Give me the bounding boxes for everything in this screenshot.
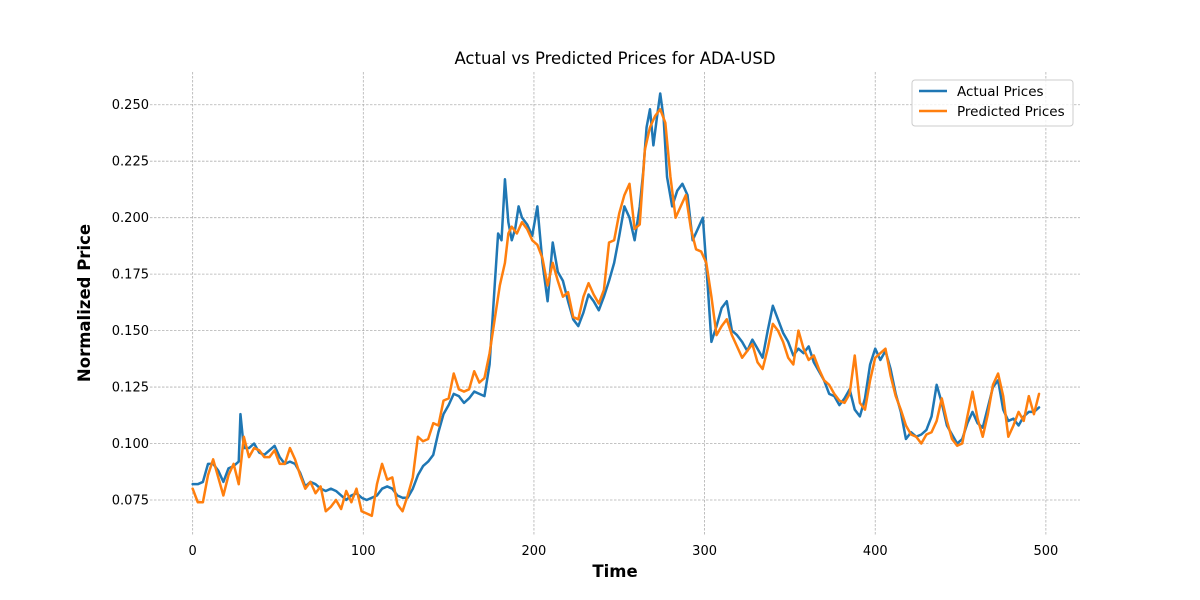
grid (150, 72, 1080, 535)
x-tick-label: 100 (351, 544, 376, 559)
y-tick-label: 0.225 (112, 155, 149, 170)
x-axis-ticks: 0 100 200 300 400 500 (189, 544, 1059, 559)
legend-box (911, 79, 1074, 127)
x-axis-label: Time (592, 562, 637, 581)
legend: Actual Prices Predicted Prices (911, 79, 1074, 127)
y-axis-ticks: 0.075 0.100 0.125 0.150 0.175 0.200 0.225 0.250 (112, 98, 149, 508)
y-tick-label: 0.150 (112, 324, 149, 339)
y-tick-label: 0.175 (112, 268, 149, 283)
x-tick-label: 0 (189, 544, 197, 559)
x-tick-label: 200 (522, 544, 547, 559)
y-tick-label: 0.125 (112, 381, 149, 396)
legend-entry-actual: Actual Prices (957, 84, 1044, 100)
x-tick-label: 400 (863, 544, 888, 559)
series-line-actual (191, 92, 1041, 502)
y-tick-label: 0.250 (112, 98, 149, 113)
legend-entry-predicted: Predicted Prices (957, 104, 1065, 120)
y-tick-label: 0.100 (112, 437, 149, 452)
chart-title: Actual vs Predicted Prices for ADA-USD (454, 49, 775, 68)
x-tick-label: 500 (1033, 544, 1058, 559)
series-lines (191, 92, 1041, 518)
x-tick-label: 300 (692, 544, 717, 559)
y-tick-label: 0.200 (112, 211, 149, 226)
y-axis-label: Normalized Price (75, 224, 94, 382)
series-line-predicted (191, 108, 1041, 518)
y-tick-label: 0.075 (112, 493, 149, 508)
